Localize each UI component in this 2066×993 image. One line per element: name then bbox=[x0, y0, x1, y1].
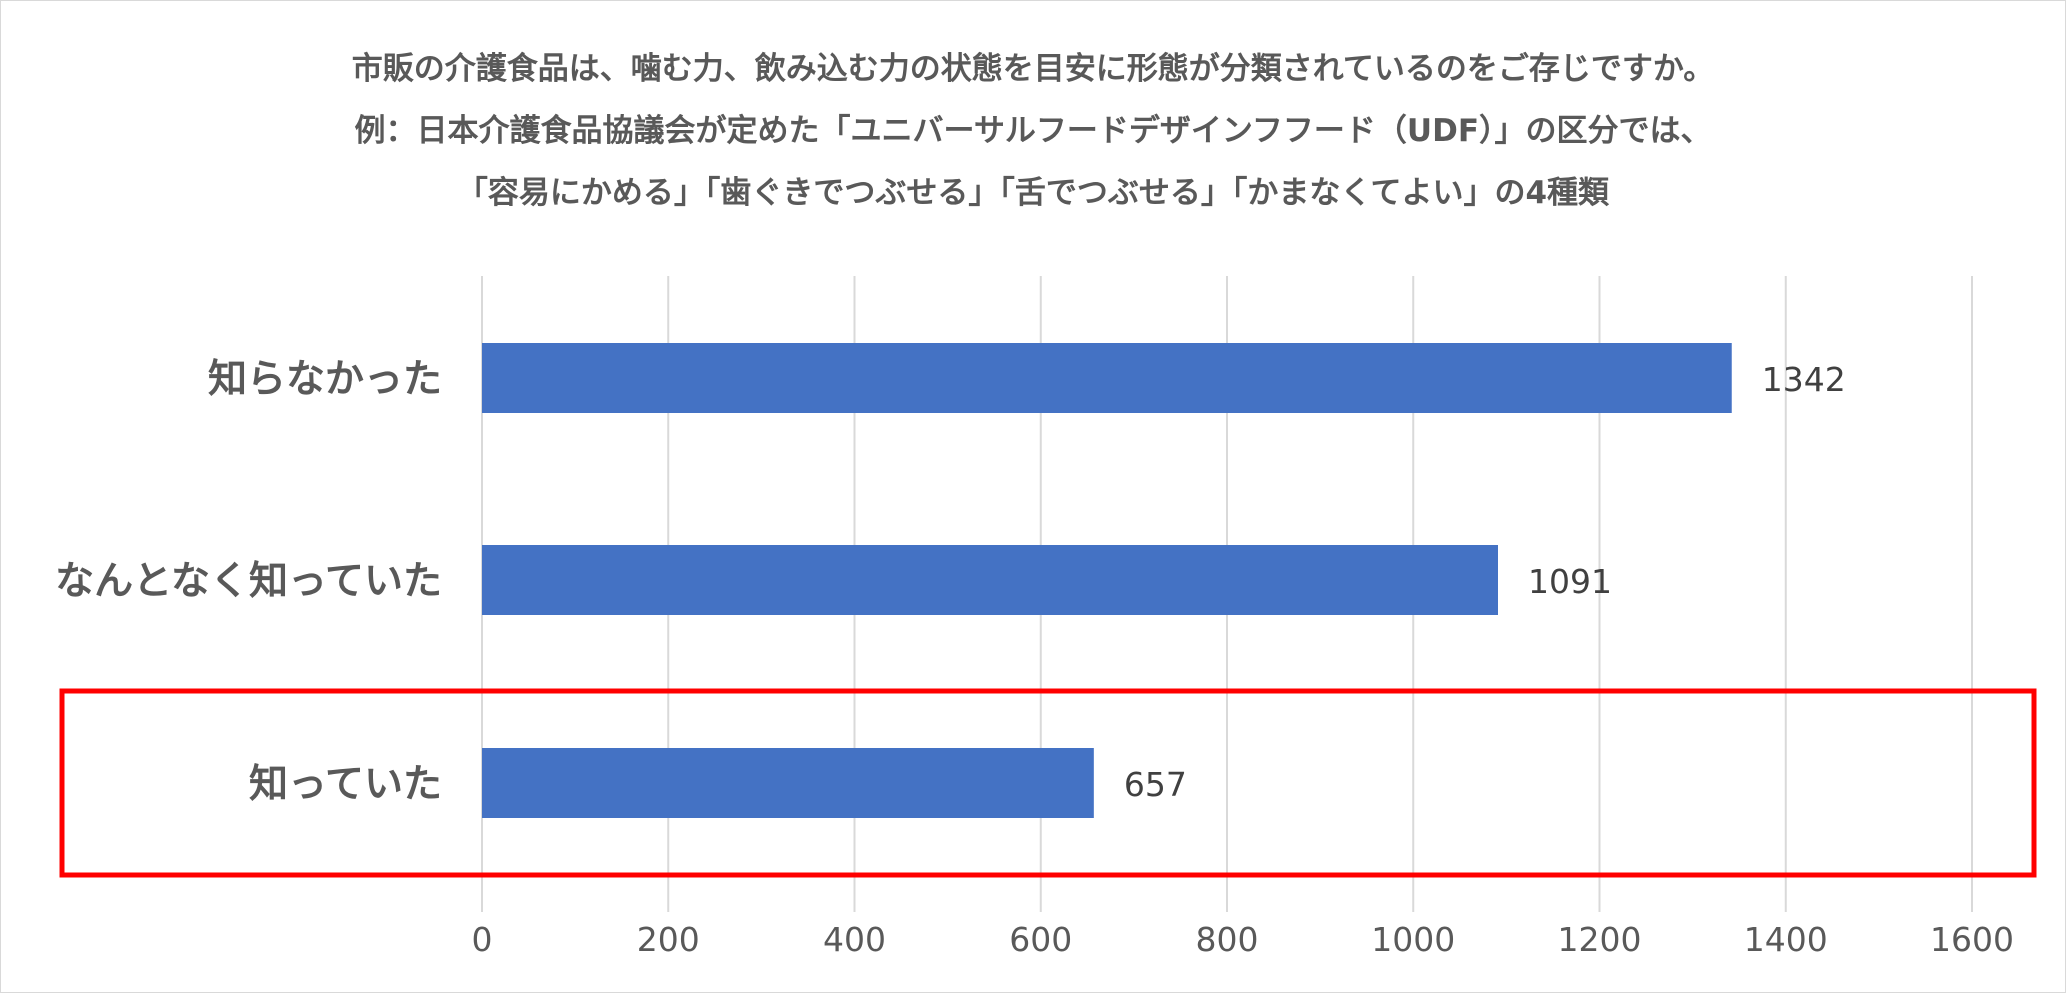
chart-title: 市販の介護食品は、噛む力、飲み込む力の状態を目安に形態が分類されているのをご存じ… bbox=[0, 38, 2066, 224]
x-tick-label-400: 400 bbox=[823, 920, 886, 959]
x-tick-label-1400: 1400 bbox=[1744, 920, 1828, 959]
title-line-2: 例：日本介護食品協議会が定めた「ユニバーサルフードデザインフフード（UDF）」の… bbox=[354, 113, 1712, 149]
bar-3 bbox=[482, 748, 1094, 818]
labels: 0 200 400 600 800 1000 1200 1400 1600 知らなかった 1342 な… bbox=[55, 357, 2014, 959]
title-line-1: 市販の介護食品は、噛む力、飲み込む力の状態を目安に形態が分類されているのをご存じ… bbox=[351, 51, 1715, 87]
data-label-2: 1091 bbox=[1528, 562, 1612, 601]
x-tick-label-1200: 1200 bbox=[1558, 920, 1642, 959]
x-tick-label-800: 800 bbox=[1196, 920, 1259, 959]
x-tick-label-0: 0 bbox=[472, 920, 493, 959]
bar-1 bbox=[482, 343, 1732, 413]
highlight-box bbox=[59, 688, 2037, 878]
x-tick-label-1600: 1600 bbox=[1930, 920, 2014, 959]
category-label-1: 知らなかった bbox=[208, 357, 442, 402]
x-tick-label-200: 200 bbox=[637, 920, 700, 959]
x-tick-label-600: 600 bbox=[1009, 920, 1072, 959]
category-label-2: なんとなく知っていた bbox=[55, 559, 442, 604]
title-line-3: 「容易にかめる」「歯ぐきでつぶせる」「舌でつぶせる」「かまなくてよい」の4種類 bbox=[456, 175, 1610, 211]
highlight-layer bbox=[59, 688, 2037, 878]
bar-2 bbox=[482, 545, 1498, 615]
x-tick-label-1000: 1000 bbox=[1371, 920, 1455, 959]
category-label-3: 知っていた bbox=[249, 762, 442, 807]
bars bbox=[482, 343, 1732, 818]
data-label-3: 657 bbox=[1124, 765, 1187, 804]
data-label-1: 1342 bbox=[1762, 360, 1846, 399]
